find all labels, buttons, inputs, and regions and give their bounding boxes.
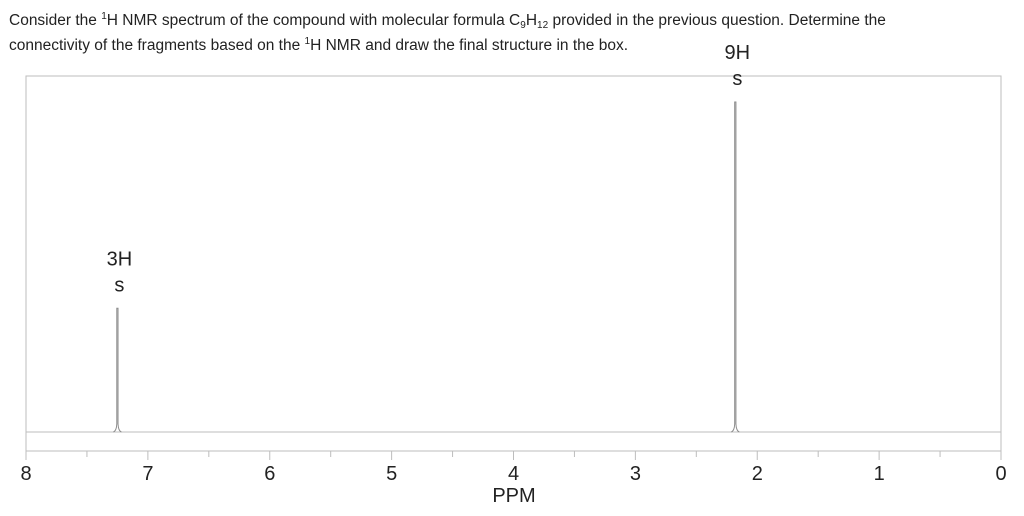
x-tick-label: 7 [142,463,153,485]
peak-integration-label: 9H [725,42,751,64]
spectrum-frame [25,75,1002,452]
x-tick-label: 2 [752,463,763,485]
x-tick-label: 1 [874,463,885,485]
peaks [113,101,740,433]
x-tick-label: 4 [508,463,519,485]
x-tick-label: 8 [20,463,31,485]
peak-labels: 3H s 9H s [107,42,750,296]
x-tick-label: 5 [386,463,397,485]
x-axis-ticks: 8 7 6 5 4 3 2 1 0 [20,451,1007,485]
question-line-2: connectivity of the fragments based on t… [9,36,629,55]
x-tick-label: 0 [995,463,1006,485]
x-tick-label: 6 [264,463,275,485]
peak-multiplicity-label: s [114,274,124,296]
question-text: Consider the 1H NMR spectrum of the comp… [9,8,1014,58]
peak-integration-label: 3H [107,248,133,270]
x-axis-label: PPM [492,485,535,507]
nmr-peak [731,101,740,433]
nmr-peak [113,307,122,433]
x-tick-label: 3 [630,463,641,485]
peak-multiplicity-label: s [732,68,742,90]
question-line-1: Consider the 1H NMR spectrum of the comp… [9,11,886,31]
